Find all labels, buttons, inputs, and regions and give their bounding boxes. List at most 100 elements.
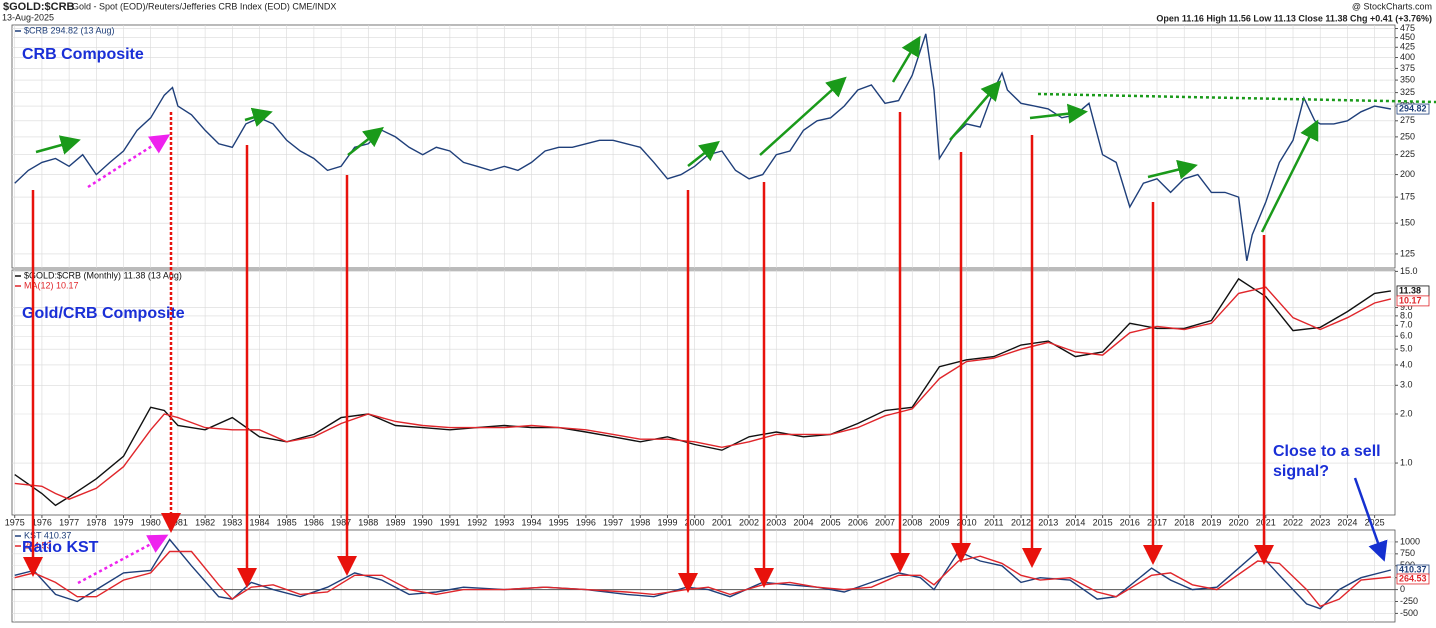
value-tag [1396, 103, 1430, 115]
y-tick-label: 1.0 [1400, 457, 1413, 467]
annotations [23, 35, 1436, 593]
panel-annotation: Ratio KST [22, 539, 99, 556]
arrow [687, 140, 720, 167]
y-tick-label: 200 [1400, 169, 1415, 179]
legend-label: $GOLD:$CRB (Monthly) 11.38 (13 Aug) [24, 270, 182, 280]
description: Gold - Spot (EOD)/Reuters/Jefferies CRB … [72, 1, 336, 11]
x-tick-label: 2015 [1093, 517, 1113, 527]
x-tick-label: 2009 [929, 517, 949, 527]
arrow [77, 534, 169, 585]
x-tick-label: 2004 [793, 517, 813, 527]
y-tick-label: 7.0 [1400, 320, 1413, 330]
panel [11, 269, 1396, 516]
y-tick-label: 375 [1400, 63, 1415, 73]
x-tick-label: 2016 [1120, 517, 1140, 527]
x-tick-label: 1994 [521, 517, 541, 527]
x-tick-label: 2022 [1283, 517, 1303, 527]
x-tick-label: 1980 [141, 517, 161, 527]
date: 13-Aug-2025 [2, 12, 54, 22]
plots: 1251501752002252502753003253503754004254… [5, 23, 1430, 623]
x-tick-label: 1979 [113, 517, 133, 527]
y-tick-label: 750 [1400, 548, 1415, 558]
y-tick-label: 6.0 [1400, 331, 1413, 341]
y-tick-label: 325 [1400, 87, 1415, 97]
y-tick-label: 2.0 [1400, 408, 1413, 418]
x-tick-label: 1975 [5, 517, 25, 527]
x-tick-label: 1986 [304, 517, 324, 527]
x-tick-label: 1999 [657, 517, 677, 527]
series-line [14, 33, 1392, 261]
y-tick-label: 15.0 [1400, 266, 1418, 276]
y-tick-label: 1000 [1400, 536, 1420, 546]
x-tick-label: 2020 [1229, 517, 1249, 527]
x-tick-label: 2001 [712, 517, 732, 527]
x-tick-label: 1991 [440, 517, 460, 527]
red-arrows [23, 112, 1274, 593]
x-tick-label: 2000 [685, 517, 705, 527]
legend-label: MA(12) 10.17 [24, 280, 79, 290]
y-tick-label: -250 [1400, 596, 1418, 606]
arrow [1147, 159, 1198, 180]
x-tick-label: 1992 [467, 517, 487, 527]
y-tick-label: 5.0 [1400, 344, 1413, 354]
x-tick-label: 2023 [1310, 517, 1330, 527]
x-tick-label: 1984 [249, 517, 269, 527]
x-tick-label: 2018 [1174, 517, 1194, 527]
x-tick-label: 2019 [1201, 517, 1221, 527]
y-tick-label: 175 [1400, 191, 1415, 201]
y-tick-label: 350 [1400, 74, 1415, 84]
arrow [244, 107, 273, 127]
x-tick-label: 1997 [603, 517, 623, 527]
arrow [949, 80, 1002, 141]
x-tick-label: 2002 [739, 517, 759, 527]
value-tag-label: 10.17 [1399, 295, 1422, 305]
source: @ StockCharts.com [1352, 1, 1432, 11]
x-tick-label: 2008 [902, 517, 922, 527]
side-note: signal? [1273, 463, 1329, 480]
x-tick-label: 1978 [86, 517, 106, 527]
x-tick-label: 2014 [1065, 517, 1085, 527]
x-tick-label: 1989 [385, 517, 405, 527]
arrow [891, 35, 921, 83]
trend-line [1037, 92, 1436, 104]
symbol: $GOLD:$CRB [3, 1, 75, 13]
x-tick-label: 1996 [576, 517, 596, 527]
x-tick-label: 1983 [222, 517, 242, 527]
x-tick-label: 1985 [277, 517, 297, 527]
panel-annotation: Gold/CRB Composite [22, 305, 185, 322]
arrow [1353, 477, 1388, 562]
x-tick-label: 1976 [32, 517, 52, 527]
x-tick-label: 2025 [1365, 517, 1385, 527]
x-tick-label: 1990 [413, 517, 433, 527]
x-tick-label: 2017 [1147, 517, 1167, 527]
x-tick-label: 2013 [1038, 517, 1058, 527]
y-tick-label: 275 [1400, 115, 1415, 125]
y-tick-label: 250 [1400, 131, 1415, 141]
x-tick-label: 2011 [984, 517, 1003, 527]
value-tag-label: 11.38 [1399, 285, 1421, 295]
series-line [14, 538, 1392, 610]
value-tag-label: 264.53 [1399, 573, 1427, 583]
legend-label: 264.53 [24, 540, 52, 550]
y-tick-label: 400 [1400, 52, 1415, 62]
y-tick-label: 8.0 [1400, 310, 1413, 320]
y-tick-label: -500 [1400, 608, 1418, 618]
legend-label: $CRB 294.82 (13 Aug) [24, 25, 115, 35]
y-tick-label: 3.0 [1400, 380, 1413, 390]
arrow [1029, 103, 1088, 124]
x-tick-label: 2003 [766, 517, 786, 527]
y-tick-label: 9.0 [1400, 302, 1413, 312]
value-tag [1396, 295, 1430, 307]
x-tick-label: 1977 [59, 517, 79, 527]
arrow [35, 135, 81, 155]
green-arrows [35, 35, 1436, 233]
arrow [759, 76, 847, 156]
legend-label: KST 410.37 [24, 530, 71, 540]
quote: Open 11.16 High 11.56 Low 11.13 Close 11… [1156, 13, 1432, 23]
x-tick-label: 2024 [1337, 517, 1357, 527]
value-tag-label: 294.82 [1399, 103, 1427, 113]
y-tick-label: 225 [1400, 149, 1415, 159]
y-tick-label: 475 [1400, 23, 1415, 33]
panel [11, 24, 1396, 269]
